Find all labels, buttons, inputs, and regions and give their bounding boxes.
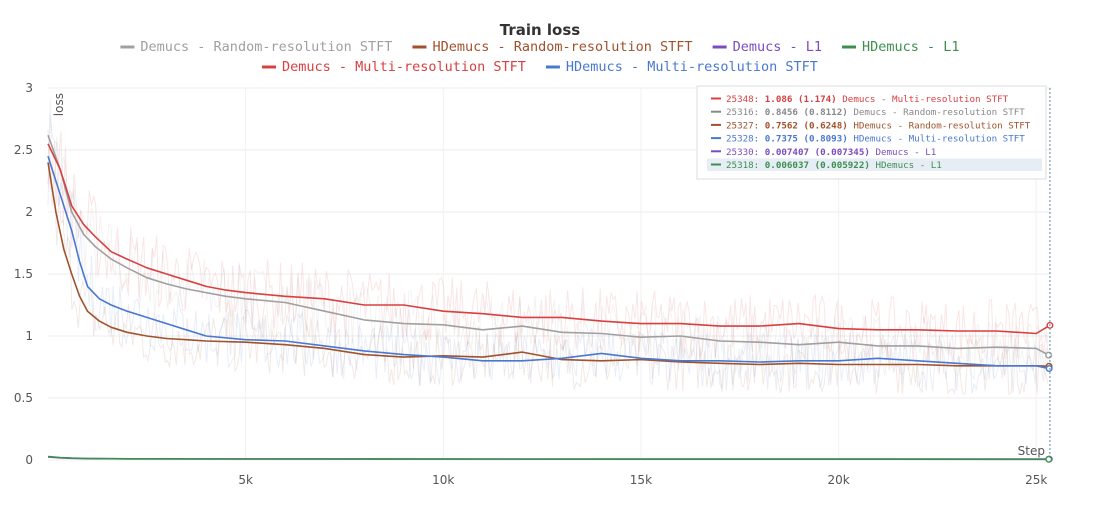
series-end-point	[1045, 365, 1053, 373]
legend-label: HDemucs - Random-resolution STFT	[432, 39, 692, 55]
series-line	[47, 155, 1050, 370]
tooltip-row: 25330: 0.007407 (0.007345) Demucs - L1	[726, 147, 936, 158]
y-tick-label: 0	[25, 453, 33, 467]
tooltip-value: 0.7562	[765, 120, 798, 131]
y-tick-label: 0.5	[14, 391, 33, 405]
tooltip-value: 0.7375	[765, 134, 798, 145]
tooltip-name: Demucs - L1	[875, 147, 936, 158]
tooltip-row: 25318: 0.006037 (0.005922) HDemucs - L1	[726, 160, 942, 171]
tooltip-row: 25348: 1.086 (1.174) Demucs - Multi-reso…	[726, 94, 1009, 105]
series-end-point	[1045, 351, 1053, 359]
series-raw-line	[47, 115, 1049, 394]
series-raw-line	[47, 129, 1049, 364]
legend-label: HDemucs - Multi-resolution STFT	[566, 59, 818, 75]
series-line	[47, 134, 1050, 356]
legend: Demucs - Random-resolution STFT HDemucs -…	[120, 39, 960, 75]
tooltip-step: 25316:	[726, 107, 759, 118]
tooltip-value: 0.8456	[765, 107, 799, 118]
x-axis-label: Step	[1018, 444, 1045, 458]
tooltip-step: 25330:	[726, 147, 759, 158]
tooltip-smoothed: (1.174)	[798, 94, 837, 105]
tooltip-name: HDemucs - Random-resolution STFT	[853, 120, 1030, 131]
tooltip-row: 25316: 0.8456 (0.8112) Demucs - Random-r…	[726, 107, 1025, 118]
tooltip: 25348: 1.086 (1.174) Demucs - Multi-reso…	[696, 85, 1047, 180]
tooltip-step: 25328:	[726, 134, 759, 145]
y-axis-label: loss	[52, 93, 66, 116]
x-tick-label: 5k	[238, 473, 253, 487]
tooltip-row: 25328: 0.7375 (0.8093) HDemucs - Multi-r…	[726, 134, 1025, 145]
tooltip-step: 25348:	[726, 94, 759, 105]
tooltip-row-highlight	[707, 158, 1042, 171]
legend-label: Demucs - L1	[733, 39, 822, 55]
y-tick-label: 3	[25, 81, 33, 95]
series-raw-line	[47, 155, 1049, 396]
y-tick-label: 1	[25, 329, 33, 343]
tooltip-value: 0.007407	[765, 147, 809, 158]
series-line	[47, 162, 1050, 367]
y-tick-label: 2	[25, 205, 33, 219]
tooltip-name: Demucs - Random-resolution STFT	[853, 107, 1025, 118]
series-line	[47, 455, 1049, 461]
y-tick-label: 1.5	[14, 267, 33, 281]
tooltip-name: HDemucs - Multi-resolution STFT	[853, 134, 1025, 145]
tooltip-name: HDemucs - L1	[875, 160, 941, 171]
tooltip-value: 0.006037	[765, 160, 809, 171]
series-line	[47, 143, 1051, 335]
x-tick-label: 15k	[630, 473, 652, 487]
x-tick-label: 25k	[1025, 473, 1047, 487]
tooltip-step: 25318:	[726, 160, 759, 171]
tooltip-name: Demucs - Multi-resolution STFT	[842, 94, 1008, 105]
legend-label: Demucs - Random-resolution STFT	[140, 39, 392, 55]
tooltip-smoothed: (0.005922)	[815, 160, 870, 171]
legend-label: HDemucs - L1	[862, 39, 960, 55]
tooltip-smoothed: (0.6248)	[804, 120, 848, 131]
legend-label: Demucs - Multi-resolution STFT	[282, 59, 526, 75]
tooltip-smoothed: (0.007345)	[815, 147, 870, 158]
axes: 0 0.5 1 1.5 2 2.5 3 5k 10k 15k 20k 25k loss Step	[14, 81, 1047, 487]
series-end-point	[1045, 455, 1053, 463]
x-tick-label: 10k	[432, 473, 454, 487]
tooltip-row: 25327: 0.7562 (0.6248) HDemucs - Random-…	[726, 120, 1031, 131]
tooltip-step: 25327:	[726, 120, 759, 131]
tooltip-smoothed: (0.8112)	[804, 107, 848, 118]
chart-title: Train loss	[500, 21, 581, 39]
y-tick-label: 2.5	[14, 143, 33, 157]
tooltip-value: 1.086	[765, 94, 793, 105]
tooltip-smoothed: (0.8093)	[804, 134, 848, 145]
series-group	[47, 97, 1054, 463]
x-tick-label: 20k	[827, 473, 849, 487]
